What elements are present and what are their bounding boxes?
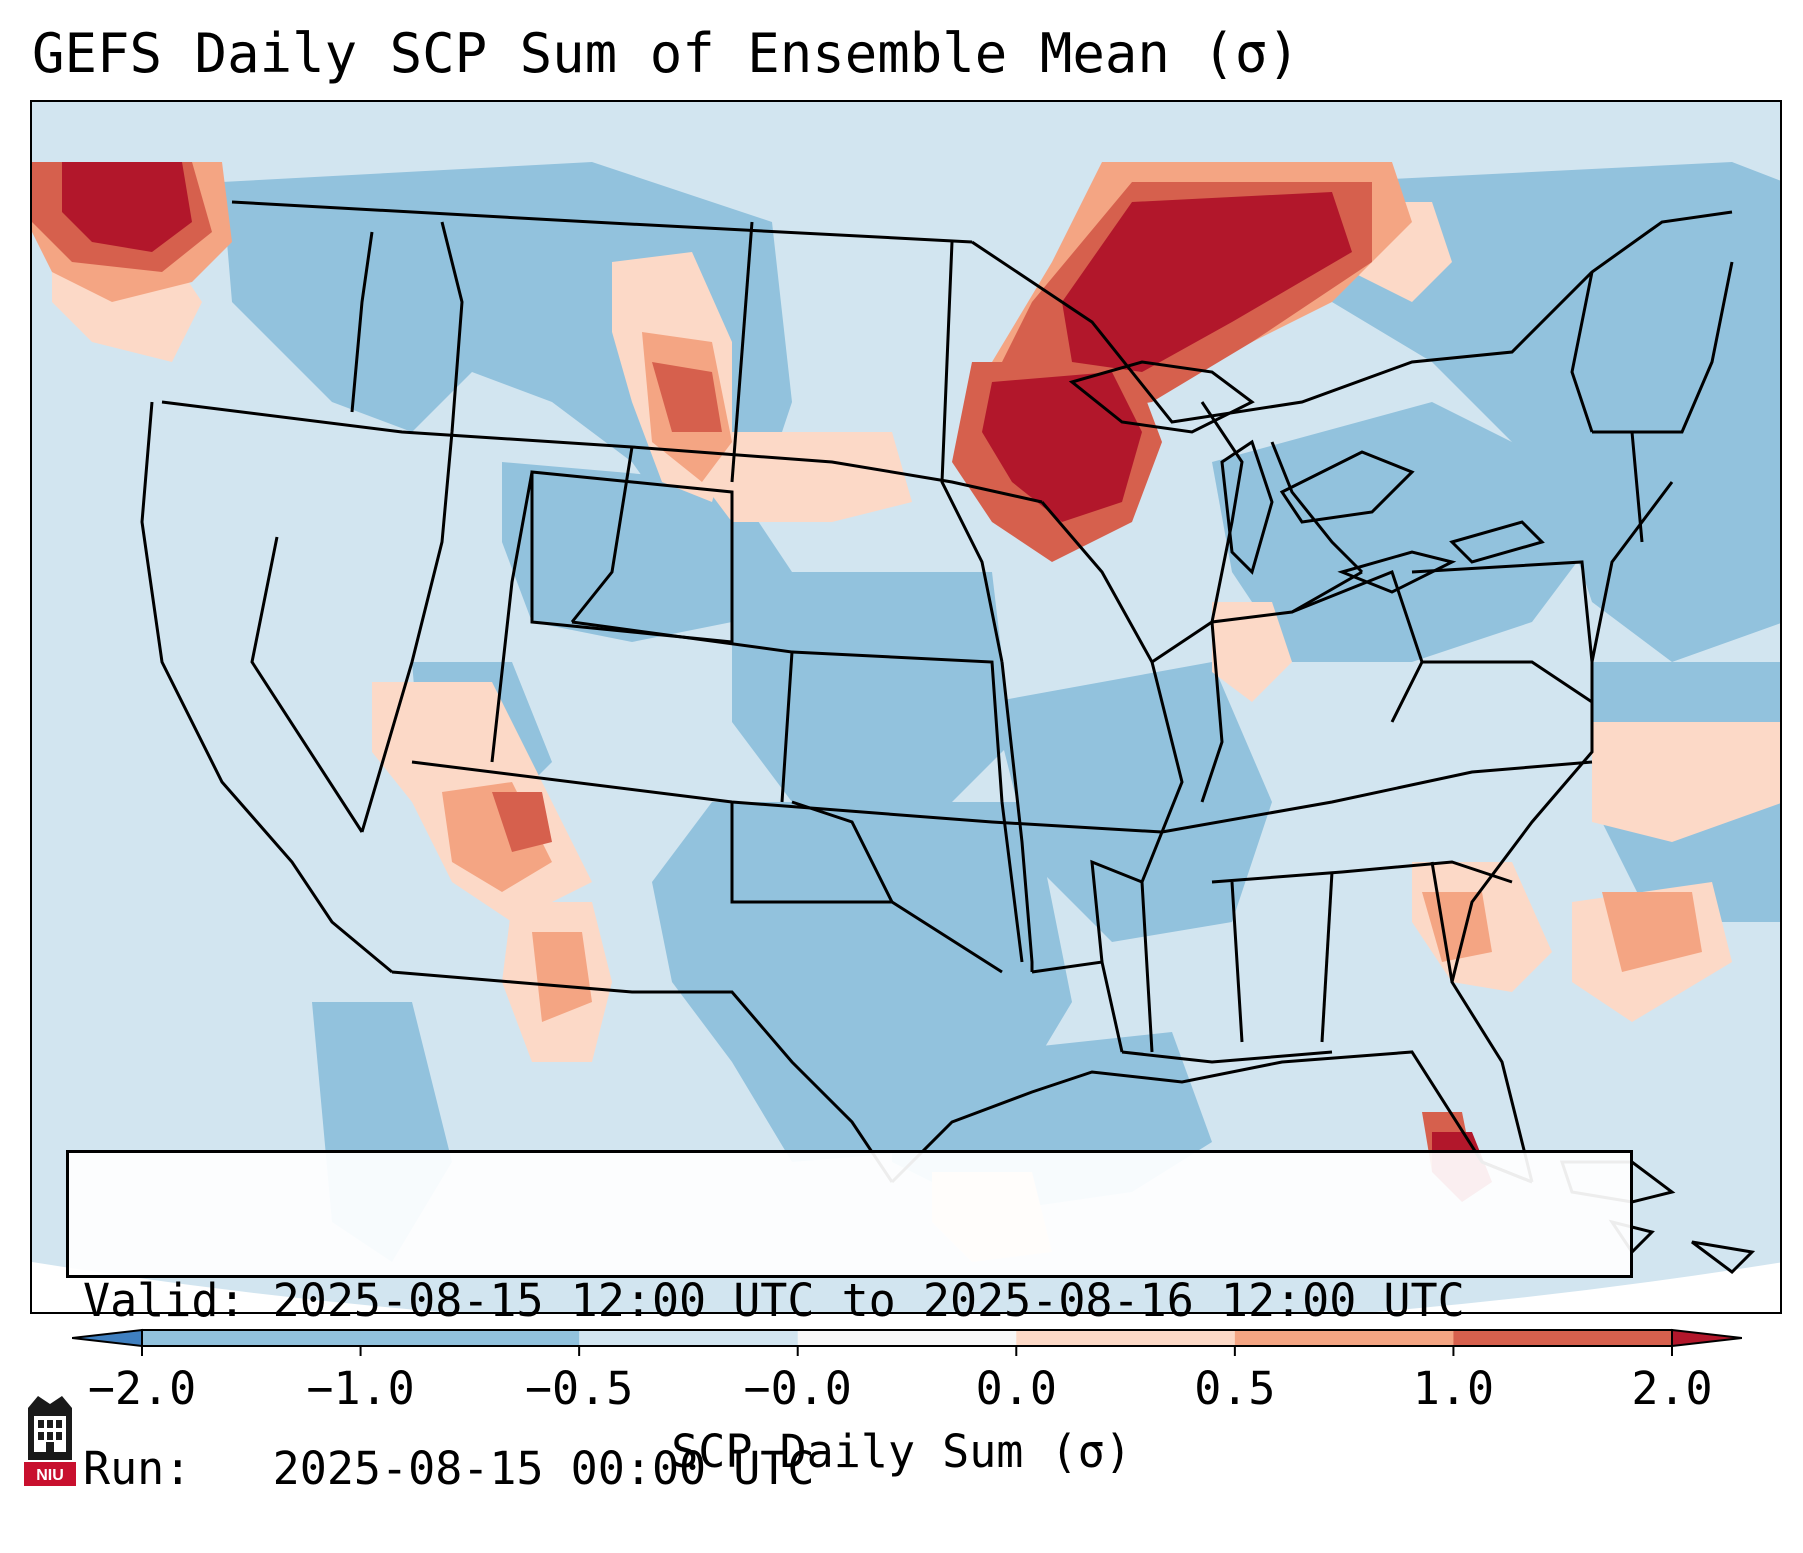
colorbar: [72, 1328, 1742, 1356]
colorbar-segment: [797, 1330, 1017, 1346]
colorbar-tick-label: 2.0: [1631, 1362, 1713, 1415]
valid-time-text: Valid: 2025-08-15 12:00 UTC to 2025-08-1…: [83, 1274, 1465, 1327]
colorbar-tick-label: 0.0: [975, 1362, 1057, 1415]
projection-edge: [32, 1262, 1780, 1312]
great-lakes: [1068, 360, 1545, 594]
colorbar-segment: [142, 1330, 362, 1346]
logo-text: NIU: [36, 1467, 64, 1484]
colorbar-tick-label: 1.0: [1412, 1362, 1495, 1415]
colorbar-segment: [579, 1330, 799, 1346]
colorbar-tick-label: 0.5: [1194, 1362, 1276, 1415]
colorbar-segment: [360, 1330, 580, 1346]
scp-field-map: [32, 102, 1780, 1312]
colorbar-label: SCP Daily Sum (σ): [671, 1425, 1132, 1478]
state-boundaries: [140, 200, 1734, 1184]
colorbar-tick-label: −0.0: [743, 1362, 852, 1415]
valid-run-info-box: Valid: 2025-08-15 12:00 UTC to 2025-08-1…: [66, 1150, 1633, 1495]
colorbar-segment: [1234, 1330, 1454, 1346]
colorbar-segment: [1453, 1330, 1673, 1346]
colorbar-tick-label: −2.0: [87, 1362, 197, 1415]
colorbar-tick-label: −0.5: [524, 1362, 634, 1415]
colorbar-extend-low: [72, 1328, 143, 1348]
map-panel: [30, 100, 1782, 1314]
colorbar-outline: [141, 1329, 1673, 1347]
run-time-text: Run: 2025-08-15 00:00 UTC: [83, 1442, 815, 1495]
colorbar-segment: [1016, 1330, 1236, 1346]
chart-title: GEFS Daily SCP Sum of Ensemble Mean (σ): [32, 22, 1300, 85]
niu-logo: NIU: [24, 1396, 76, 1486]
colorbar-tick-label: −1.0: [306, 1362, 415, 1415]
colorbar-extend-high: [1671, 1328, 1742, 1348]
